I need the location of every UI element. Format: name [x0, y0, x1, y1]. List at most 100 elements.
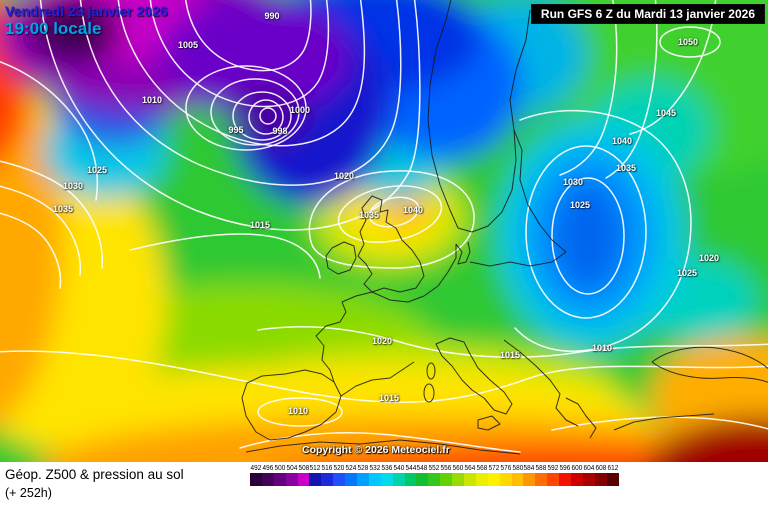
scale-swatch — [357, 473, 369, 486]
scale-step: 548 — [416, 464, 429, 486]
scale-step: 504 — [285, 464, 298, 486]
scale-step: 560 — [452, 464, 465, 486]
scale-step: 592 — [547, 464, 560, 486]
scale-swatch — [261, 473, 274, 486]
scale-step: 552 — [428, 464, 441, 486]
forecast-date: Vendredi 23 janvier 2026 — [5, 3, 168, 19]
scale-step: 524 — [345, 464, 358, 486]
scale-step: 516 — [321, 464, 334, 486]
coastlines — [241, 0, 768, 455]
scale-swatch — [559, 473, 572, 486]
scale-swatch — [285, 473, 298, 486]
scale-swatch — [380, 473, 393, 486]
scale-step: 556 — [440, 464, 453, 486]
scale-step: 528 — [357, 464, 369, 486]
isobar-contours — [0, 0, 768, 453]
forecast-time: 19:00 locale — [5, 19, 102, 39]
scale-value: 576 — [500, 465, 512, 472]
scale-value: 508 — [298, 465, 309, 472]
forecast-hour: (+ 252h) — [5, 486, 52, 500]
footer: Géop. Z500 & pression au sol (+ 252h) 49… — [0, 462, 768, 512]
scale-step: 580 — [511, 464, 524, 486]
scale-step: 536 — [380, 464, 393, 486]
scale-step: 576 — [499, 464, 512, 486]
scale-step: 512 — [309, 464, 322, 486]
scale-swatch — [475, 473, 488, 486]
scale-value: 548 — [417, 465, 428, 472]
scale-value: 600 — [571, 465, 583, 472]
scale-step: 508 — [297, 464, 310, 486]
scale-value: 540 — [393, 465, 405, 472]
scale-value: 556 — [440, 465, 452, 472]
scale-value: 592 — [547, 465, 559, 472]
scale-step: 568 — [475, 464, 488, 486]
scale-step: 588 — [535, 464, 548, 486]
scale-swatch — [464, 473, 476, 486]
scale-step: 608 — [594, 464, 607, 486]
scale-step: 596 — [559, 464, 572, 486]
scale-step: 500 — [273, 464, 286, 486]
scale-step: 612 — [606, 464, 619, 486]
scale-swatch — [535, 473, 548, 486]
run-info: Run GFS 6 Z du Mardi 13 janvier 2026 — [530, 4, 765, 24]
scale-swatch — [273, 473, 286, 486]
scale-value: 608 — [595, 465, 607, 472]
color-scale: 492 496 500 504 508 512 516 520 524 528 532 536 540 5… — [250, 464, 619, 486]
scale-step: 544 — [404, 464, 417, 486]
scale-swatch — [523, 473, 536, 486]
scale-step: 520 — [333, 464, 346, 486]
scale-value: 500 — [274, 465, 286, 472]
scale-value: 524 — [345, 465, 357, 472]
scale-swatch — [368, 473, 381, 486]
scale-swatch — [499, 473, 512, 486]
scale-value: 552 — [428, 465, 440, 472]
scale-swatch — [440, 473, 453, 486]
scale-value: 544 — [405, 465, 416, 472]
scale-value: 580 — [512, 465, 523, 472]
scale-swatch — [594, 473, 607, 486]
scale-value: 596 — [559, 465, 571, 472]
scale-step: 584 — [523, 464, 536, 486]
scale-value: 572 — [488, 465, 500, 472]
forecast-datetime: Vendredi 23 janvier 2026 19:00 locale — [5, 3, 168, 39]
scale-value: 492 — [250, 465, 262, 472]
scale-swatch — [511, 473, 524, 486]
scale-value: 516 — [321, 465, 333, 472]
scale-swatch — [404, 473, 417, 486]
scale-value: 568 — [476, 465, 488, 472]
scale-swatch — [333, 473, 346, 486]
scale-swatch — [416, 473, 429, 486]
scale-value: 528 — [357, 465, 369, 472]
scale-swatch — [452, 473, 465, 486]
scale-value: 496 — [262, 465, 274, 472]
scale-step: 532 — [368, 464, 381, 486]
scale-swatch — [345, 473, 358, 486]
scale-swatch — [297, 473, 310, 486]
scale-step: 564 — [464, 464, 476, 486]
scale-value: 536 — [381, 465, 393, 472]
scale-value: 564 — [464, 465, 476, 472]
scale-step: 600 — [571, 464, 583, 486]
scale-swatch — [392, 473, 405, 486]
scale-value: 532 — [369, 465, 381, 472]
scale-step: 492 — [250, 464, 262, 486]
geopotential-field — [0, 0, 768, 462]
scale-value: 504 — [286, 465, 297, 472]
scale-value: 520 — [333, 465, 345, 472]
map-title: Géop. Z500 & pression au sol — [5, 467, 184, 482]
copyright-text: Copyright © 2026 Meteociel.fr — [302, 444, 450, 456]
scale-swatch — [571, 473, 583, 486]
scale-value: 604 — [583, 465, 595, 472]
scale-value: 588 — [535, 465, 547, 472]
scale-swatch — [606, 473, 619, 486]
scale-value: 512 — [310, 465, 321, 472]
scale-step: 540 — [392, 464, 405, 486]
scale-swatch — [487, 473, 500, 486]
map-area: 990 1005 1010 995 998 1000 1025 1030 1035 1015 102… — [0, 0, 768, 462]
scale-step: 604 — [582, 464, 595, 486]
scale-value: 612 — [607, 465, 619, 472]
scale-swatch — [309, 473, 322, 486]
scale-swatch — [250, 473, 262, 486]
scale-step: 496 — [261, 464, 274, 486]
